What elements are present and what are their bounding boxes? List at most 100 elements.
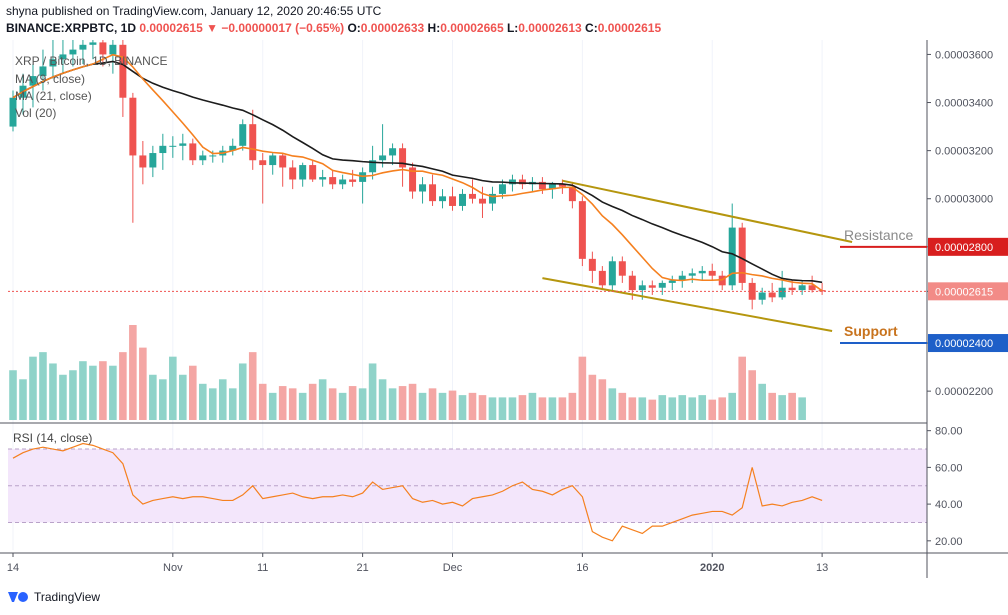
volume-bar <box>768 392 776 420</box>
candle-body <box>668 280 676 283</box>
volume-bar <box>298 392 307 420</box>
volume-bar <box>258 383 267 420</box>
candle-body <box>548 184 556 190</box>
volume-bar <box>189 365 197 420</box>
volume-bar <box>618 392 627 420</box>
volume-bar <box>488 397 497 420</box>
candle-body <box>588 258 596 271</box>
ma9-line <box>12 53 823 292</box>
price-tag-bg <box>928 334 1008 353</box>
volume-bar <box>548 397 557 420</box>
rsi-tick-label: 20.00 <box>935 536 963 548</box>
volume-bar <box>668 397 677 420</box>
volume-bar <box>79 361 87 420</box>
volume-bar <box>308 383 317 420</box>
volume-bar <box>119 352 127 420</box>
rsi-band-fill <box>8 449 927 523</box>
volume-bar <box>408 383 417 420</box>
price-tick-label: 0.00003400 <box>935 98 993 110</box>
volume-bar <box>198 383 207 420</box>
high-value: 0.00002665 <box>440 21 504 35</box>
candle-body <box>608 261 616 286</box>
candle-body <box>59 54 67 60</box>
candle-body <box>758 292 766 300</box>
volume-bar <box>738 356 746 420</box>
symbol-bar: BINANCE:XRPBTC, 1D 0.00002615 ▼ −0.00000… <box>6 21 661 35</box>
volume-bar <box>578 356 587 420</box>
candle-body <box>89 42 97 45</box>
volume-bar <box>59 374 67 420</box>
candle-body <box>508 179 516 185</box>
volume-bar <box>558 397 567 420</box>
candle-body <box>79 44 87 50</box>
volume-bar <box>608 388 617 420</box>
candle-body <box>538 181 546 190</box>
time-tick-label: 14 <box>7 562 19 574</box>
high-label: H: <box>427 21 441 35</box>
volume-bar <box>19 379 27 420</box>
candle-body <box>159 145 167 154</box>
candle-body <box>389 148 397 156</box>
volume-bar <box>708 399 717 420</box>
candle-body <box>119 44 127 98</box>
ma21-legend[interactable]: MA (21, close) <box>15 89 92 103</box>
volume-bar <box>208 388 217 420</box>
candle-body <box>628 275 636 291</box>
volume-bar <box>109 365 117 420</box>
brand-name: TradingView <box>34 590 101 604</box>
volume-bar <box>568 392 577 420</box>
channel-upper-line <box>562 179 853 244</box>
volume-bar <box>788 392 796 420</box>
candle-body <box>558 184 566 187</box>
rsi-legend[interactable]: RSI (14, close) <box>13 431 93 445</box>
volume-bar <box>159 379 167 420</box>
volume-bar <box>238 363 247 420</box>
volume-bar <box>598 379 607 420</box>
candle-body <box>199 155 207 161</box>
candle-body <box>259 160 267 166</box>
low-label: L: <box>506 21 519 35</box>
candle-body <box>698 270 706 274</box>
rsi-tick-label: 40.00 <box>935 499 963 511</box>
rsi-tick-label: 80.00 <box>935 426 963 438</box>
candle-body <box>239 124 247 146</box>
candle-body <box>738 227 746 283</box>
volume-bar <box>418 392 427 420</box>
time-tick-label: 16 <box>576 562 588 574</box>
tradingview-brand[interactable]: TradingView <box>8 590 100 604</box>
annotations: Resistance Support <box>840 227 927 345</box>
close-label: C: <box>585 21 598 35</box>
volume-legend[interactable]: Vol (20) <box>15 106 57 120</box>
candle-body <box>708 270 716 276</box>
volume-bar <box>458 395 467 420</box>
candle-body <box>788 287 796 291</box>
candle-body <box>678 275 686 281</box>
volume-bar <box>129 325 137 420</box>
candle-body <box>468 193 476 199</box>
candle-body <box>409 167 417 192</box>
candle-body <box>379 155 387 161</box>
price-tick-label: 0.00002615 <box>935 286 993 298</box>
volume-bar <box>368 363 377 420</box>
last-price: 0.00002615 <box>139 21 203 35</box>
candle-body <box>179 143 187 146</box>
rsi-band <box>8 448 927 523</box>
time-tick-label: Nov <box>163 562 183 574</box>
volume-bar <box>149 374 157 420</box>
candle-body <box>598 270 606 286</box>
ma9-legend[interactable]: MA (9, close) <box>15 72 86 86</box>
price-tick-label: 0.00003600 <box>935 49 993 61</box>
volume-bar <box>588 374 597 420</box>
price-change: −0.00000017 (−0.65%) <box>221 21 345 35</box>
candle-body <box>9 97 17 127</box>
volume-bar <box>498 397 507 420</box>
low-value: 0.00002613 <box>518 21 582 35</box>
candle-body <box>339 179 347 185</box>
volume-bar <box>748 370 756 420</box>
candle-body <box>369 160 377 173</box>
indicator-lines <box>8 53 927 542</box>
candle-body <box>768 292 776 298</box>
time-tick-label: Dec <box>443 562 463 574</box>
candle-body <box>129 97 137 156</box>
